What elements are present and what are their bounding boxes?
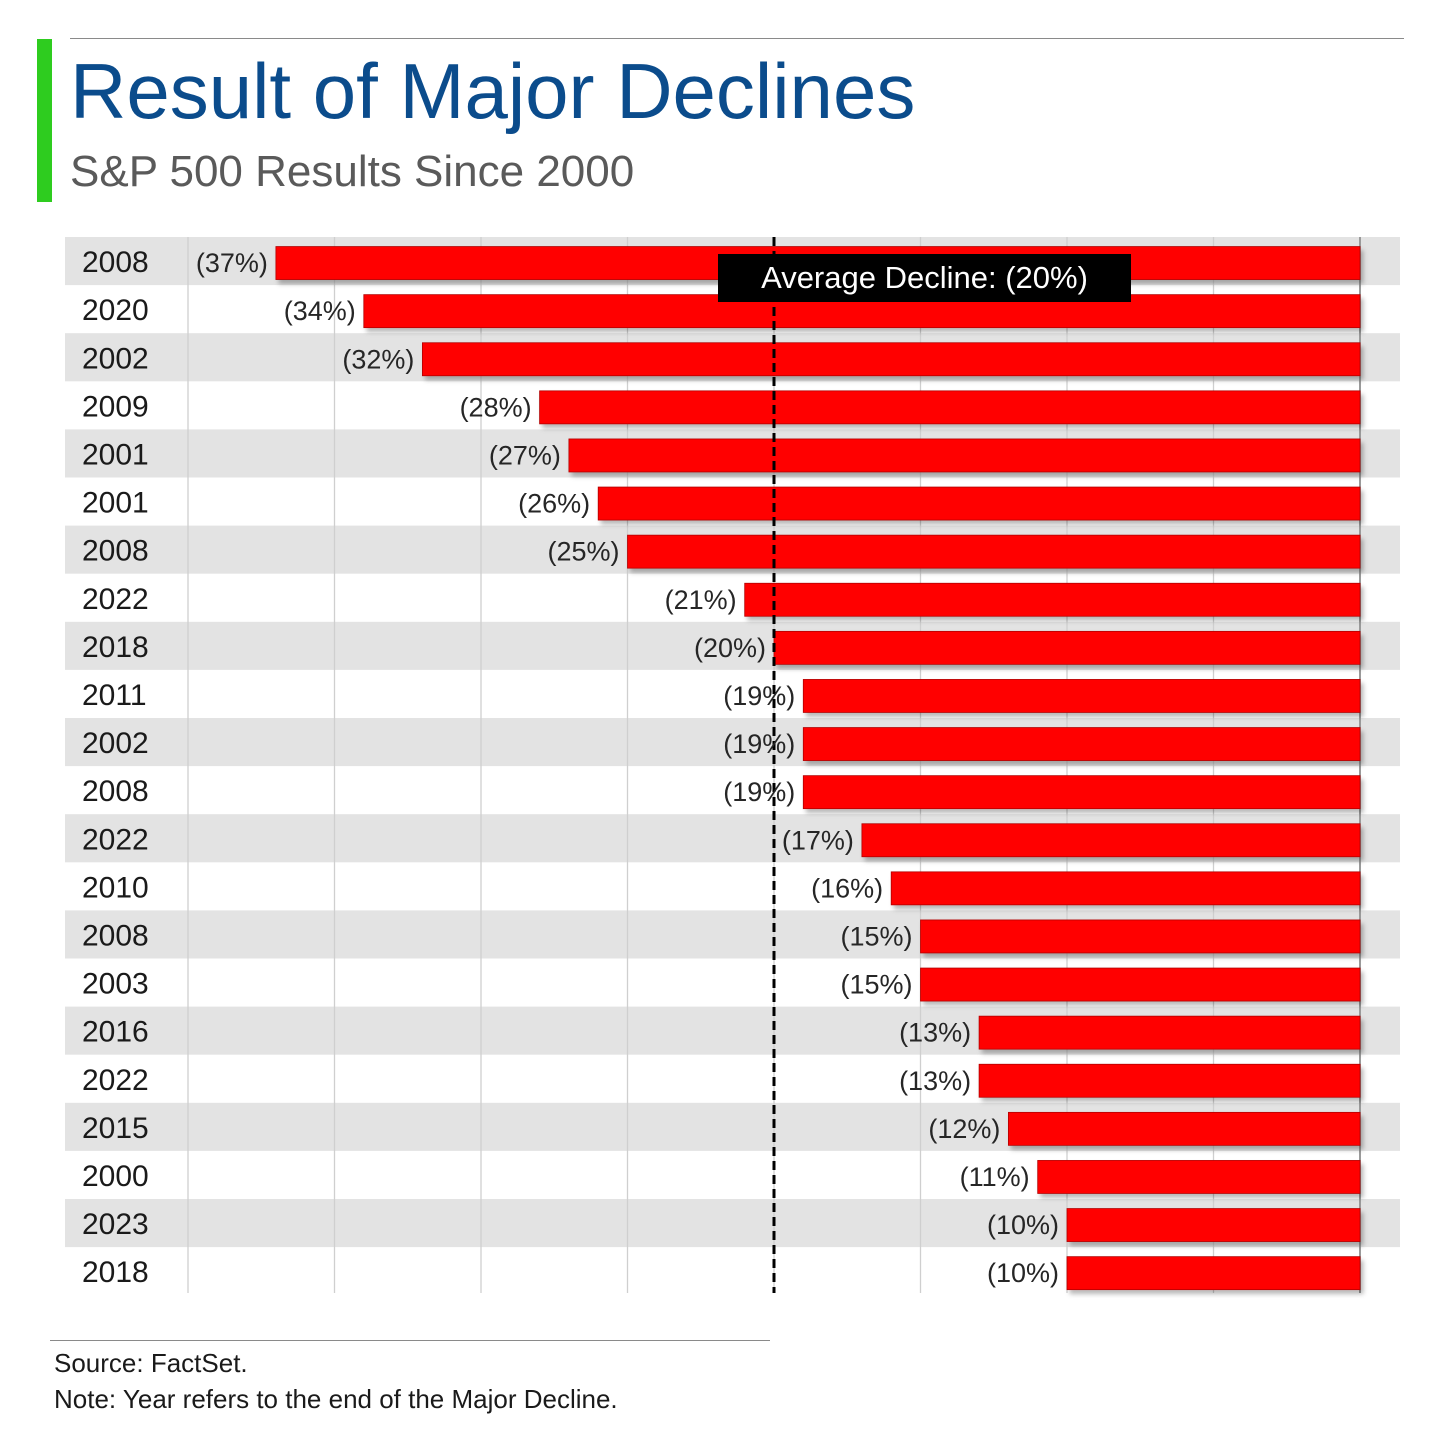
value-label: (27%) — [489, 440, 561, 470]
category-label: 2001 — [82, 438, 149, 471]
category-label: 2011 — [82, 679, 147, 712]
source-note: Source: FactSet. — [54, 1348, 248, 1378]
category-label: 2008 — [82, 246, 149, 279]
bar — [627, 534, 1361, 569]
bar — [744, 582, 1361, 617]
value-label: (13%) — [899, 1018, 971, 1048]
page-title: Result of Major Declines — [70, 47, 916, 135]
value-label: (10%) — [987, 1258, 1059, 1288]
value-label: (16%) — [811, 873, 883, 903]
category-label: 2022 — [82, 823, 149, 856]
category-label: 2018 — [82, 1256, 149, 1289]
bar — [597, 486, 1361, 521]
category-label: 2000 — [82, 1160, 149, 1193]
bar-chart: Average Decline: (20%) (37%) 2008 (34%) 202… — [65, 237, 1400, 1293]
category-label: 2008 — [82, 775, 149, 808]
average-annotation-box — [718, 254, 1131, 302]
value-label: (21%) — [665, 585, 737, 615]
category-label: 2010 — [82, 871, 149, 904]
bar — [421, 342, 1361, 377]
bar — [920, 919, 1361, 954]
value-label: (37%) — [196, 248, 268, 278]
category-label: 2008 — [82, 919, 149, 952]
category-label: 2001 — [82, 487, 149, 520]
bar — [861, 823, 1361, 858]
bar — [802, 727, 1361, 761]
value-label: (15%) — [840, 970, 912, 1000]
bar — [539, 390, 1361, 425]
accent-bar — [37, 39, 52, 202]
bar — [802, 775, 1361, 810]
bar — [920, 967, 1361, 1002]
page-subtitle: S&P 500 Results Since 2000 — [70, 147, 635, 196]
bar — [802, 679, 1361, 713]
top-rule — [70, 38, 1404, 39]
category-label: 2022 — [82, 583, 149, 616]
category-label: 2016 — [82, 1016, 149, 1049]
bar — [1066, 1208, 1361, 1242]
value-label: (10%) — [987, 1210, 1059, 1240]
category-label: 2002 — [82, 727, 149, 760]
value-label: (19%) — [723, 729, 795, 759]
value-label: (25%) — [547, 537, 619, 567]
value-label: (28%) — [460, 392, 532, 422]
value-label: (32%) — [342, 344, 414, 374]
category-label: 2008 — [82, 535, 149, 568]
bar — [978, 1015, 1361, 1050]
year-note: Note: Year refers to the end of the Majo… — [54, 1384, 618, 1414]
value-label: (13%) — [899, 1066, 971, 1096]
value-label: (15%) — [840, 921, 912, 951]
value-label: (20%) — [694, 633, 766, 663]
value-label: (12%) — [928, 1114, 1000, 1144]
category-label: 2002 — [82, 342, 149, 375]
category-label: 2018 — [82, 631, 149, 664]
bar — [978, 1063, 1361, 1098]
value-label: (34%) — [284, 296, 356, 326]
category-label: 2020 — [82, 294, 149, 327]
bar — [773, 630, 1361, 665]
category-label: 2022 — [82, 1064, 149, 1097]
bar — [890, 871, 1361, 906]
value-label: (11%) — [960, 1162, 1030, 1192]
value-label: (26%) — [518, 489, 590, 519]
category-label: 2009 — [82, 390, 149, 423]
footer-rule — [50, 1340, 770, 1341]
value-label: (19%) — [723, 777, 795, 807]
category-label: 2023 — [82, 1208, 149, 1241]
bar — [568, 438, 1361, 473]
value-label: (17%) — [782, 825, 854, 855]
bar — [1008, 1111, 1361, 1146]
value-label: (19%) — [723, 681, 795, 711]
bar — [1037, 1160, 1361, 1194]
category-label: 2015 — [82, 1112, 149, 1145]
category-label: 2003 — [82, 968, 149, 1001]
average-annotation-label: Average Decline: (20%) — [761, 260, 1088, 295]
bar — [1066, 1256, 1361, 1291]
